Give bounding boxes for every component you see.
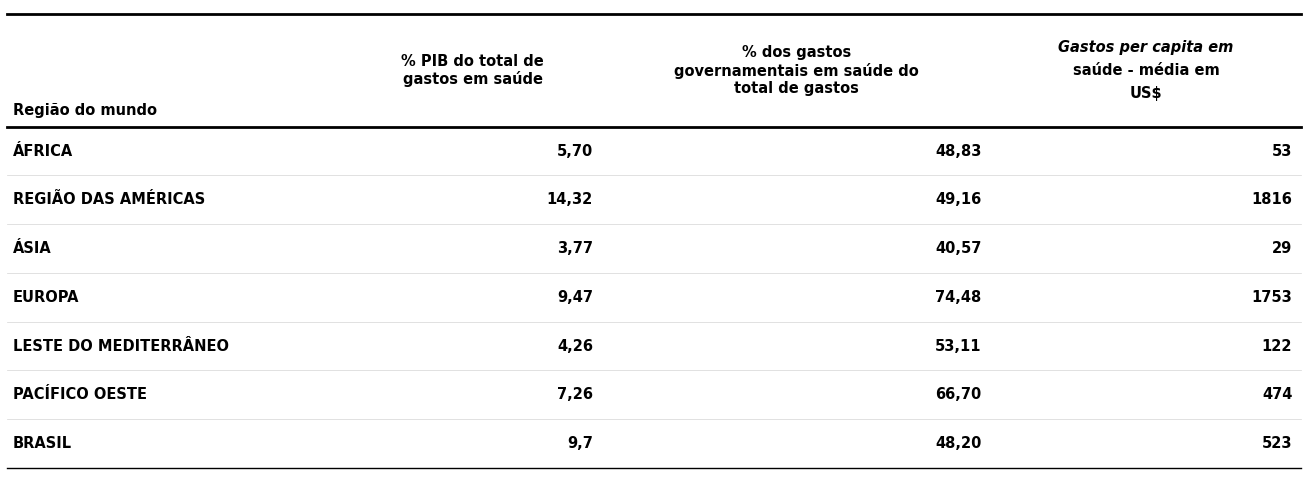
Text: EUROPA: EUROPA [13, 290, 80, 305]
Text: 40,57: 40,57 [935, 241, 981, 256]
Text: 7,26: 7,26 [557, 387, 593, 402]
Text: ÁFRICA: ÁFRICA [13, 143, 73, 159]
Text: % dos gastos
governamentais em saúde do
total de gastos: % dos gastos governamentais em saúde do … [674, 45, 918, 96]
Text: PACÍFICO OESTE: PACÍFICO OESTE [13, 387, 146, 402]
Text: 9,47: 9,47 [557, 290, 593, 305]
Text: REGIÃO DAS AMÉRICAS: REGIÃO DAS AMÉRICAS [13, 192, 205, 207]
Text: 74,48: 74,48 [935, 290, 981, 305]
Text: 14,32: 14,32 [547, 192, 593, 207]
Text: 1816: 1816 [1252, 192, 1292, 207]
Text: 53: 53 [1271, 143, 1292, 159]
Text: 474: 474 [1262, 387, 1292, 402]
Text: ÁSIA: ÁSIA [13, 241, 52, 256]
Text: 53,11: 53,11 [935, 338, 981, 354]
Text: % PIB do total de
gastos em saúde: % PIB do total de gastos em saúde [402, 54, 544, 87]
Text: 48,83: 48,83 [935, 143, 981, 159]
Text: Gastos per capita em: Gastos per capita em [1058, 40, 1233, 55]
Text: 4,26: 4,26 [557, 338, 593, 354]
Text: 523: 523 [1262, 436, 1292, 451]
Text: BRASIL: BRASIL [13, 436, 72, 451]
Text: saúde - média em: saúde - média em [1073, 63, 1219, 78]
Text: 3,77: 3,77 [557, 241, 593, 256]
Text: 48,20: 48,20 [935, 436, 981, 451]
Text: 66,70: 66,70 [935, 387, 981, 402]
Text: 122: 122 [1262, 338, 1292, 354]
Text: US$: US$ [1130, 86, 1163, 101]
Text: Região do mundo: Região do mundo [13, 103, 157, 118]
Text: 9,7: 9,7 [568, 436, 593, 451]
Text: LESTE DO MEDITERRÂNEO: LESTE DO MEDITERRÂNEO [13, 338, 229, 354]
Text: 29: 29 [1273, 241, 1292, 256]
Text: 1753: 1753 [1252, 290, 1292, 305]
Text: 5,70: 5,70 [557, 143, 593, 159]
Text: 49,16: 49,16 [935, 192, 981, 207]
